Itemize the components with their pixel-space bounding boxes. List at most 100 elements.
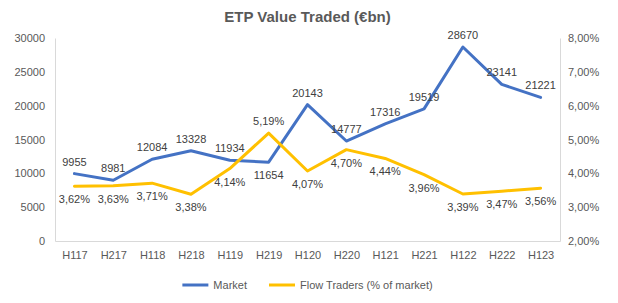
data-label: 4,07% bbox=[292, 178, 323, 190]
tick-label: H123 bbox=[528, 249, 554, 261]
tick: H121 bbox=[373, 241, 399, 261]
data-label: 20143 bbox=[292, 87, 323, 99]
tick: H221 bbox=[411, 241, 437, 261]
tick-label: H220 bbox=[334, 249, 360, 261]
title: ETP Value Traded (€bn) bbox=[224, 8, 390, 25]
chart: ETP Value Traded (€bn) 0 5000 10000 15000 200… bbox=[0, 0, 618, 303]
tick: 8,00% bbox=[560, 32, 599, 44]
data-label: 3,38% bbox=[175, 201, 206, 213]
legend-item: Market bbox=[182, 279, 247, 291]
tick-label: H217 bbox=[101, 249, 127, 261]
tick-label: H118 bbox=[140, 249, 165, 261]
data-label: 4,44% bbox=[370, 165, 401, 177]
data-labels: 9955 8981 12084 13328 11934 11654 20143 14777 17… bbox=[59, 29, 557, 213]
y2-axis: 2,00% 3,00% 4,00% 5,00% 6,00% 7,00% 8,00% bbox=[560, 32, 599, 247]
tick-label: H121 bbox=[373, 249, 399, 261]
tick: H118 bbox=[140, 241, 165, 261]
data-label: 17316 bbox=[370, 106, 401, 118]
tick: H120 bbox=[295, 241, 321, 261]
tick: 3,00% bbox=[560, 201, 599, 213]
tick-label: H219 bbox=[256, 249, 282, 261]
tick: H219 bbox=[256, 241, 282, 261]
tick-label: 7,00% bbox=[568, 66, 599, 78]
data-label: 4,70% bbox=[331, 157, 362, 169]
data-label: 13328 bbox=[176, 133, 207, 145]
tick-label: H218 bbox=[178, 249, 204, 261]
data-label: 8981 bbox=[101, 162, 125, 174]
tick-label: H122 bbox=[450, 249, 476, 261]
marks bbox=[74, 47, 540, 194]
tick: H220 bbox=[334, 241, 360, 261]
tick: H119 bbox=[218, 241, 243, 261]
tick-label: H119 bbox=[218, 249, 243, 261]
data-label: 23141 bbox=[486, 66, 517, 78]
y-axis-line bbox=[55, 39, 56, 242]
tick: 15000 bbox=[14, 134, 55, 146]
tick: H222 bbox=[489, 241, 515, 261]
tick-label: 4,00% bbox=[568, 167, 599, 179]
data-label: 28670 bbox=[448, 29, 479, 41]
tick: 4,00% bbox=[560, 167, 599, 179]
y2-axis-line bbox=[560, 39, 561, 242]
tick: 30000 bbox=[14, 32, 55, 44]
tick: 25000 bbox=[14, 66, 55, 78]
data-label: 3,62% bbox=[59, 193, 90, 205]
tick: H123 bbox=[528, 241, 554, 261]
tick-label: H120 bbox=[295, 249, 321, 261]
data-label: 3,63% bbox=[98, 193, 129, 205]
legend-swatch bbox=[269, 284, 295, 287]
data-label: 11654 bbox=[254, 169, 284, 181]
data-label: 4,14% bbox=[214, 176, 245, 188]
tick-label: 20000 bbox=[14, 100, 45, 112]
tick: 7,00% bbox=[560, 66, 599, 78]
tick-label: 10000 bbox=[14, 167, 45, 179]
legend-label: Market bbox=[213, 279, 247, 291]
data-label: 9955 bbox=[62, 156, 86, 168]
x-axis: H117 H217 H118 H218 H119 H219 H120 H220 H121 H221… bbox=[56, 241, 561, 261]
data-label: 14777 bbox=[331, 123, 362, 135]
series-line bbox=[74, 133, 540, 194]
tick: 6,00% bbox=[560, 100, 599, 112]
data-label: 3,39% bbox=[447, 201, 478, 213]
plot: 0 5000 10000 15000 20000 25000 30000 2,00% 3,00%… bbox=[14, 29, 599, 261]
tick-label: 5,00% bbox=[568, 134, 599, 146]
x-axis-line bbox=[56, 241, 561, 242]
series-line bbox=[74, 47, 540, 180]
legend-item: Flow Traders (% of market) bbox=[269, 279, 433, 291]
tick-label: 0 bbox=[39, 235, 45, 247]
tick-label: H222 bbox=[489, 249, 515, 261]
data-label: 3,47% bbox=[486, 198, 517, 210]
data-label: 21221 bbox=[525, 79, 556, 91]
data-label: 5,19% bbox=[253, 115, 284, 127]
tick: H218 bbox=[178, 241, 204, 261]
tick-label: 8,00% bbox=[568, 32, 599, 44]
data-label: 3,96% bbox=[408, 182, 439, 194]
tick: 10000 bbox=[14, 167, 55, 179]
tick-label: 15000 bbox=[14, 134, 45, 146]
tick-label: 30000 bbox=[14, 32, 45, 44]
data-label: 12084 bbox=[137, 141, 168, 153]
legend: Market Flow Traders (% of market) bbox=[182, 279, 432, 291]
data-label: 11934 bbox=[215, 142, 245, 154]
legend-label: Flow Traders (% of market) bbox=[300, 279, 433, 291]
tick: H217 bbox=[101, 241, 127, 261]
tick: 5000 bbox=[21, 201, 55, 213]
tick: 20000 bbox=[14, 100, 55, 112]
tick: H117 bbox=[62, 241, 87, 261]
tick: 0 bbox=[39, 235, 55, 247]
tick-label: H117 bbox=[62, 249, 87, 261]
tick-label: 5000 bbox=[21, 201, 45, 213]
tick: 5,00% bbox=[560, 134, 599, 146]
tick-label: 25000 bbox=[14, 66, 45, 78]
tick: 2,00% bbox=[560, 235, 599, 247]
legend-swatch bbox=[182, 284, 208, 287]
tick-label: 2,00% bbox=[568, 235, 599, 247]
tick-label: 3,00% bbox=[568, 201, 599, 213]
data-label: 3,71% bbox=[137, 190, 168, 202]
data-label: 3,56% bbox=[525, 195, 556, 207]
tick-label: H221 bbox=[411, 249, 437, 261]
data-label: 19519 bbox=[409, 91, 440, 103]
y-axis: 0 5000 10000 15000 20000 25000 30000 bbox=[14, 32, 55, 247]
tick: H122 bbox=[450, 241, 476, 261]
tick-label: 6,00% bbox=[568, 100, 599, 112]
